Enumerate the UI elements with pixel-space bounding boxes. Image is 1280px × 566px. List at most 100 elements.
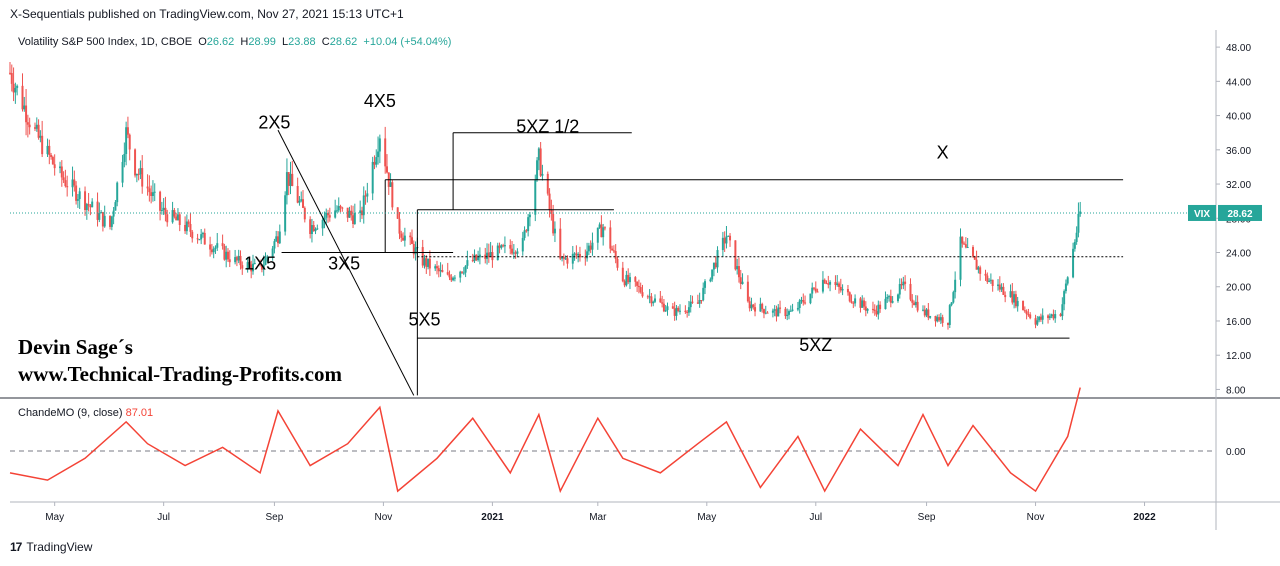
candle-body [734,240,737,270]
candle-body [427,258,430,267]
candle-body [248,262,251,265]
price-tick-label: 16.00 [1226,317,1251,328]
candle-body [478,254,481,258]
candle-body [596,227,599,243]
candle-body [859,298,862,308]
footer[interactable]: 17 TradingView [10,540,92,554]
candle-body [659,298,662,303]
candle-body [375,157,378,165]
candle-body [786,314,789,317]
candle-body [251,263,254,272]
candle-body [266,256,269,258]
candle-body [704,281,707,288]
candle-body [453,277,456,279]
candle-body [802,300,805,303]
candle-body [798,300,801,308]
candle-body [664,310,667,312]
candle-body [116,182,119,203]
time-tick-label: May [697,512,716,523]
candle-body [303,207,306,220]
candle-body [128,134,131,150]
candle-body [1013,294,1016,303]
candle-body [589,245,592,250]
candle-body [748,301,751,309]
candle-body [716,250,719,268]
candle-body [210,249,213,253]
candle-body [934,315,937,322]
candle-body [621,267,624,282]
candle-body [677,307,680,312]
candle-body [1004,294,1007,298]
candle-body [929,315,932,318]
candle-body [471,260,474,262]
low-value: 23.88 [288,36,316,48]
candle-body [275,236,278,242]
candle-body [175,216,178,221]
candle-body [216,243,219,248]
candle-body [886,296,889,299]
candle-body [28,124,31,128]
candle-body [841,289,844,291]
candle-body [673,308,676,316]
candle-body [813,287,815,289]
candle-body [839,286,842,291]
candle-body [141,168,144,187]
candle-body [214,247,217,249]
candle-body [1072,248,1075,278]
open-label: O [198,36,207,48]
candle-body [916,301,919,311]
candle-body [225,251,228,260]
candle-body [411,237,413,244]
candle-body [1059,314,1062,317]
candle-body [35,124,38,129]
candle-body [291,173,294,187]
candle-body [71,179,74,188]
candle-body [209,244,212,250]
price-badge [1218,204,1262,221]
candle-body [846,289,849,293]
price-tick-label: 36.00 [1226,146,1251,157]
indicator-legend[interactable]: ChandeMO (9, close) 87.01 [18,407,153,419]
close-value: 28.62 [329,36,358,48]
candle-body [888,296,891,298]
candle-body [334,210,337,218]
candle-body [686,311,689,313]
candle-body [898,284,901,295]
candle-body [1036,320,1039,325]
symbol-legend[interactable]: Volatility S&P 500 Index, 1D, CBOE O26.6… [18,36,451,48]
candle-body [696,302,699,304]
candle-body [884,298,887,310]
chart-annotation: 5XZ 1/2 [516,117,579,137]
candle-body [584,257,587,259]
candle-body [464,265,467,273]
candle-body [316,228,319,230]
candle-body [514,252,517,254]
candle-body [91,201,94,208]
candle-body [1052,314,1055,319]
candle-body [1016,300,1019,307]
price-badge-label: 28.62 [1227,209,1252,220]
candle-body [348,210,351,218]
candle-body [25,105,28,123]
candle-body [571,253,574,264]
candle-body [277,236,279,244]
candle-body [178,214,181,225]
candle-body [784,308,787,317]
candle-body [385,166,388,173]
candle-body [989,279,992,281]
candle-body [191,231,194,239]
indicator-name: ChandeMO (9, close) [18,407,123,419]
price-tick-label: 44.00 [1226,77,1251,88]
candle-body [698,300,701,304]
candle-body [636,281,639,286]
candle-body [402,237,405,241]
candle-body [652,301,655,304]
candle-body [289,173,292,186]
candle-body [653,298,656,302]
candle-body [923,309,926,316]
candle-body [26,122,29,125]
candle-body [327,212,330,216]
candle-body [711,269,714,280]
candle-body [871,308,874,310]
